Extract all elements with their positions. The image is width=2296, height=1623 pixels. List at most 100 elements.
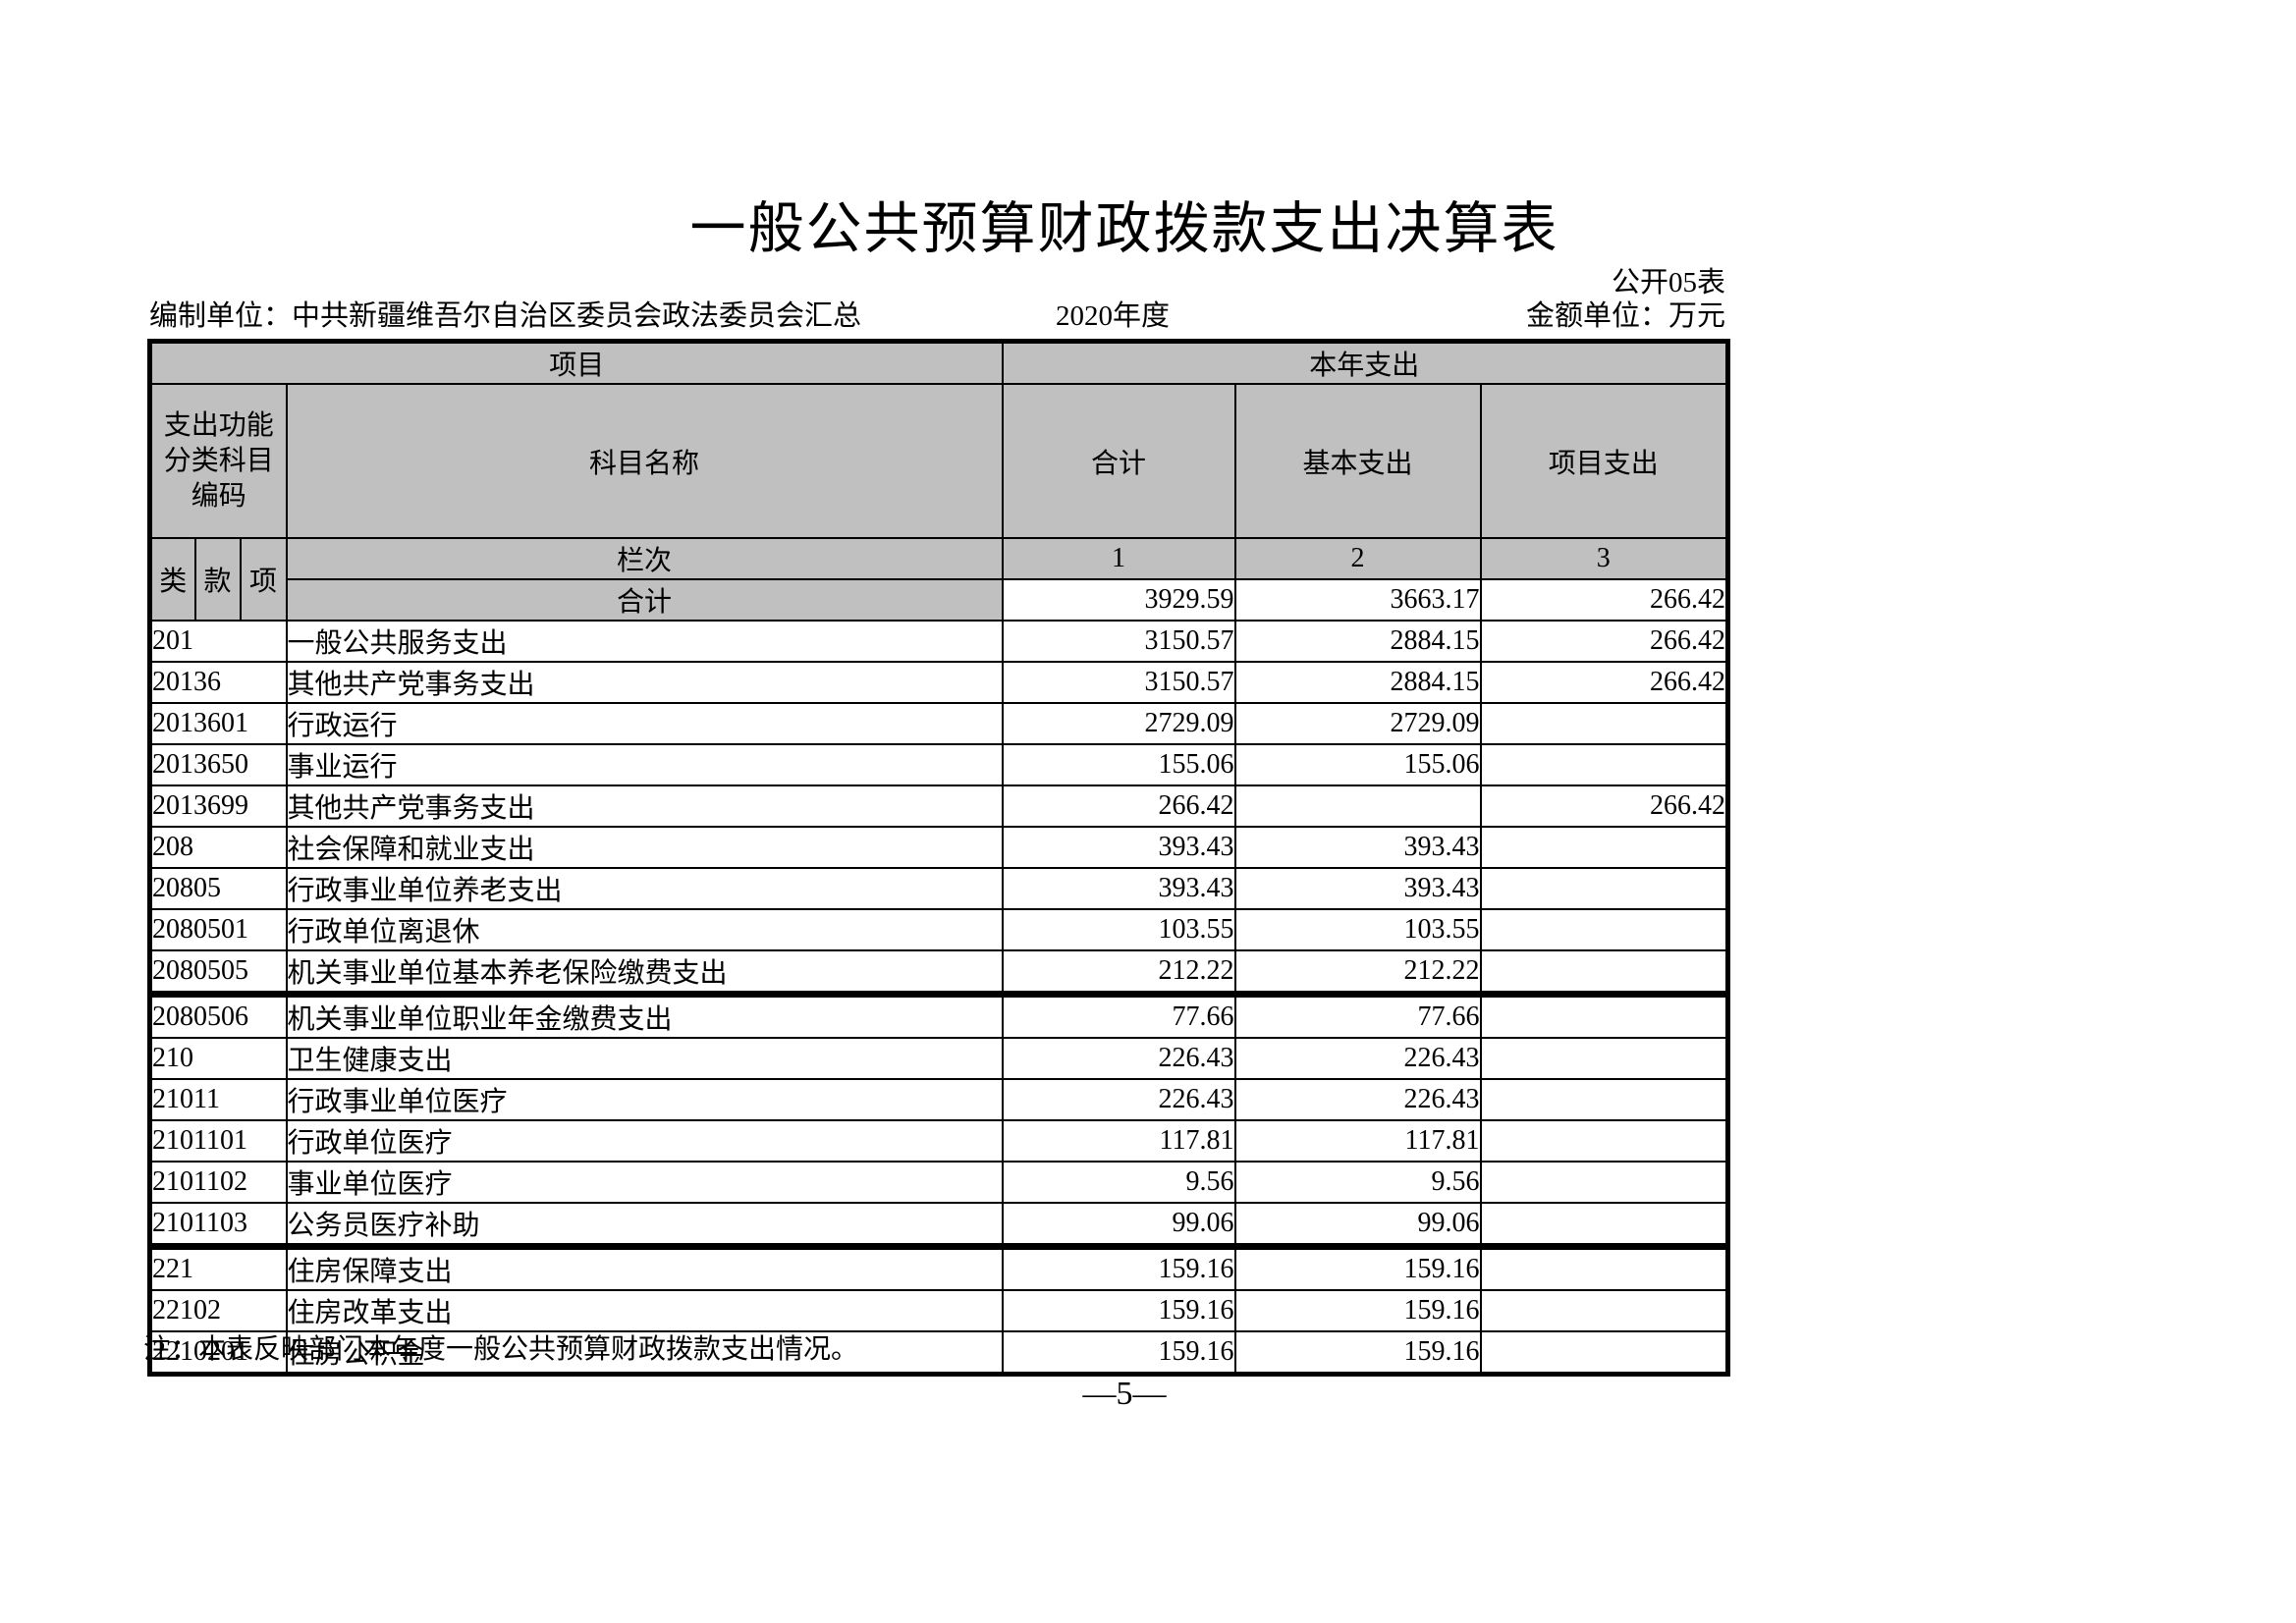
row-code: 20805: [148, 867, 288, 910]
row-project-value: [1479, 743, 1729, 786]
row-subject-name: 事业运行: [285, 743, 1004, 786]
row-code: 2080501: [148, 908, 288, 951]
column-number-2: 2: [1233, 537, 1482, 580]
row-code: 2101103: [148, 1202, 288, 1250]
code-part-lei: 类: [148, 537, 196, 622]
project-expense-column-header: 项目支出: [1479, 383, 1729, 539]
row-code: 2101102: [148, 1161, 288, 1204]
row-total-value: 155.06: [1001, 743, 1236, 786]
row-basic-value: 2729.09: [1233, 702, 1482, 745]
row-total-value: 159.16: [1001, 1330, 1236, 1376]
row-subject-name: 行政事业单位养老支出: [285, 867, 1004, 910]
table-row: 2013699 其他共产党事务支出 266.42 266.42: [148, 784, 1729, 828]
row-basic-value: [1233, 784, 1482, 828]
table-head-rows: 项目 本年支出 支出功能分类科目编码 科目名称 合计 基本支出 项目支出 类 款…: [148, 340, 1729, 622]
table-row: 2101101 行政单位医疗 117.81 117.81: [148, 1119, 1729, 1163]
table-row: 20136 其他共产党事务支出 3150.57 2884.15 266.42: [148, 661, 1729, 704]
table-row: 22102 住房改革支出 159.16 159.16: [148, 1289, 1729, 1332]
table-row: 21011 行政事业单位医疗 226.43 226.43: [148, 1078, 1729, 1121]
row-basic-value: 393.43: [1233, 826, 1482, 869]
column-header-row: 支出功能分类科目编码 科目名称 合计 基本支出 项目支出: [148, 383, 1729, 539]
row-total-value: 3150.57: [1001, 620, 1236, 663]
row-basic-value: 212.22: [1233, 949, 1482, 998]
row-subject-name: 行政运行: [285, 702, 1004, 745]
row-project-value: [1479, 1078, 1729, 1121]
row-project-value: 266.42: [1479, 661, 1729, 704]
row-code: 221: [148, 1245, 288, 1291]
row-project-value: 266.42: [1479, 784, 1729, 828]
table-row: 2210201 住房公积金 159.16 159.16: [148, 1330, 1729, 1376]
row-total-value: 3150.57: [1001, 661, 1236, 704]
row-total-value: 393.43: [1001, 867, 1236, 910]
year-expense-group-header: 本年支出: [1001, 340, 1729, 385]
total-column-header: 合计: [1001, 383, 1236, 539]
table-row: 2080506 机关事业单位职业年金缴费支出 77.66 77.66: [148, 993, 1729, 1039]
row-subject-name: 其他共产党事务支出: [285, 661, 1004, 704]
form-code-label: 公开05表: [1611, 267, 1725, 298]
table-row: 201 一般公共服务支出 3150.57 2884.15 266.42: [148, 620, 1729, 663]
prepared-by-value: 中共新疆维吾尔自治区委员会政法委员会汇总: [292, 300, 862, 332]
fiscal-year: 2020年度: [1056, 300, 1171, 332]
row-code: 20136: [148, 661, 288, 704]
code-part-kuan: 款: [193, 537, 242, 622]
row-total-value: 77.66: [1001, 993, 1236, 1039]
prepared-by-label: 编制单位：: [149, 300, 293, 332]
budget-table: 项目 本年支出 支出功能分类科目编码 科目名称 合计 基本支出 项目支出 类 款…: [147, 339, 1731, 1377]
row-basic-value: 103.55: [1233, 908, 1482, 951]
row-total-value: 159.16: [1001, 1245, 1236, 1291]
table-row: 2013601 行政运行 2729.09 2729.09: [148, 702, 1729, 745]
row-subject-name: 住房公积金: [285, 1330, 1004, 1376]
row-subject-name: 公务员医疗补助: [285, 1202, 1004, 1250]
page-number: —5—: [1082, 1376, 1167, 1412]
row-code: 2080506: [148, 993, 288, 1039]
row-total-value: 117.81: [1001, 1119, 1236, 1163]
row-project-value: [1479, 826, 1729, 869]
row-project-value: [1479, 1289, 1729, 1332]
table-row: 208 社会保障和就业支出 393.43 393.43: [148, 826, 1729, 869]
table-row: 2080501 行政单位离退休 103.55 103.55: [148, 908, 1729, 951]
table-row: 2013650 事业运行 155.06 155.06: [148, 743, 1729, 786]
grand-total-row: 合计 3929.59 3663.17 266.42: [150, 578, 1729, 622]
row-subject-name: 事业单位医疗: [285, 1161, 1004, 1204]
row-project-value: [1479, 1119, 1729, 1163]
row-project-value: [1479, 1161, 1729, 1204]
row-subject-name: 行政单位离退休: [285, 908, 1004, 951]
row-code: 21011: [148, 1078, 288, 1121]
row-basic-value: 226.43: [1233, 1078, 1482, 1121]
amount-unit: 金额单位：万元: [1525, 300, 1725, 332]
row-basic-value: 117.81: [1233, 1119, 1482, 1163]
row-total-value: 9.56: [1001, 1161, 1236, 1204]
row-subject-name: 一般公共服务支出: [285, 620, 1004, 663]
row-project-value: [1479, 1330, 1729, 1376]
row-subject-name: 住房保障支出: [285, 1245, 1004, 1291]
row-total-value: 212.22: [1001, 949, 1236, 998]
column-number-1: 1: [1001, 537, 1236, 580]
row-total-value: 226.43: [1001, 1078, 1236, 1121]
row-subject-name: 社会保障和就业支出: [285, 826, 1004, 869]
row-project-value: 266.42: [1479, 620, 1729, 663]
page-title: 一般公共预算财政拨款支出决算表: [689, 198, 1559, 260]
row-subject-name: 行政事业单位医疗: [285, 1078, 1004, 1121]
row-code: 201: [148, 620, 288, 663]
row-code: 22102: [148, 1289, 288, 1332]
meta-line: 编制单位：中共新疆维吾尔自治区委员会政法委员会汇总 2020年度 金额单位：万元: [0, 298, 2296, 335]
row-code: 208: [148, 826, 288, 869]
table-body: 201 一般公共服务支出 3150.57 2884.15 266.42 2013…: [148, 620, 1729, 1376]
row-basic-value: 9.56: [1233, 1161, 1482, 1204]
row-basic-value: 155.06: [1233, 743, 1482, 786]
row-project-value: [1479, 702, 1729, 745]
row-basic-value: 159.16: [1233, 1245, 1482, 1291]
row-code: 2080505: [148, 949, 288, 998]
table-row: 221 住房保障支出 159.16 159.16: [148, 1245, 1729, 1291]
row-basic-value: 159.16: [1233, 1289, 1482, 1332]
row-project-value: [1479, 1202, 1729, 1250]
row-subject-name: 其他共产党事务支出: [285, 784, 1004, 828]
table-note: 注：本表反映部门本年度一般公共预算财政拨款支出情况。: [143, 1334, 859, 1365]
row-total-value: 2729.09: [1001, 702, 1236, 745]
row-total-value: 266.42: [1001, 784, 1236, 828]
row-project-value: [1479, 908, 1729, 951]
row-code: 2013699: [148, 784, 288, 828]
table-row: 210 卫生健康支出 226.43 226.43: [148, 1037, 1729, 1080]
column-number-3: 3: [1479, 537, 1729, 580]
row-project-value: [1479, 1037, 1729, 1080]
